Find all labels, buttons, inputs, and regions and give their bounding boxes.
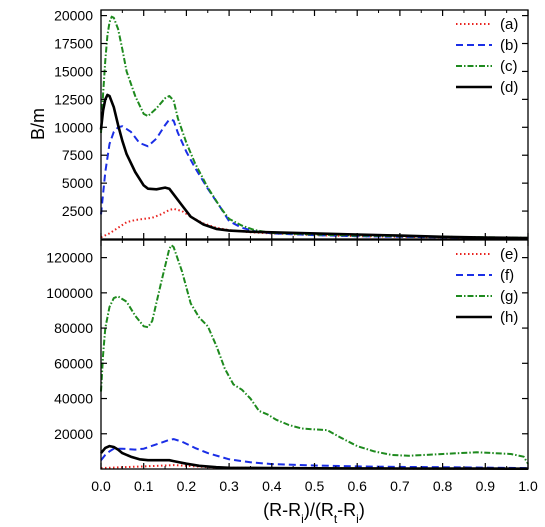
x-tick-label: 0.1 (134, 478, 154, 494)
x-tick-label: 0.6 (347, 478, 367, 494)
series-line (100, 118, 529, 240)
top-panel: 2500 5000 7500 10000 12500 15000 17500 20000 B/… (28, 8, 529, 240)
x-tick-label: 1.0 (518, 478, 538, 494)
y-tick-label: 20000 (54, 426, 93, 442)
series-line (100, 15, 529, 239)
legend-label: (g) (500, 288, 518, 305)
y-tick-label: 60000 (54, 355, 93, 371)
legend-label: (e) (500, 246, 518, 263)
y-tick-label: 7500 (62, 147, 93, 163)
series-line (99, 93, 529, 240)
x-tick-label: 0.0 (91, 478, 111, 494)
y-tick-label: 40000 (54, 391, 93, 407)
x-tick-label: 0.4 (262, 478, 282, 494)
top-y-axis-title: B/m (28, 108, 48, 140)
x-tick-label: 0.8 (433, 478, 453, 494)
y-tick-label: 17500 (54, 36, 93, 52)
y-tick-label: 2500 (62, 203, 93, 219)
bottom-panel: 20000 40000 60000 80000 100000 120000 0.0 0.1 0.… (46, 239, 538, 526)
x-tick-label: 0.2 (177, 478, 197, 494)
legend-label: (c) (500, 58, 518, 75)
legend-label: (a) (500, 16, 518, 33)
x-tick-label: 0.7 (390, 478, 410, 494)
x-tick-label: 0.3 (219, 478, 239, 494)
x-tick-label: 0.5 (305, 478, 325, 494)
y-tick-label: 20000 (54, 8, 93, 24)
y-tick-label: 10000 (54, 119, 93, 135)
y-tick-label: 80000 (54, 320, 93, 336)
y-tick-label: 12500 (54, 91, 93, 107)
y-tick-label: 5000 (62, 175, 93, 191)
legend-label: (d) (500, 79, 518, 96)
legend-label: (b) (500, 37, 518, 54)
y-tick-label: 120000 (46, 250, 93, 266)
x-axis-title: (R-Ri)/(Rt-Ri) (263, 500, 365, 526)
legend-label: (f) (500, 267, 514, 284)
series-line (100, 244, 529, 465)
legend-label: (h) (500, 309, 518, 326)
bottom-plot-frame (100, 239, 529, 470)
y-tick-label: 100000 (46, 285, 93, 301)
y-tick-label: 15000 (54, 63, 93, 79)
x-tick-label: 0.9 (476, 478, 496, 494)
